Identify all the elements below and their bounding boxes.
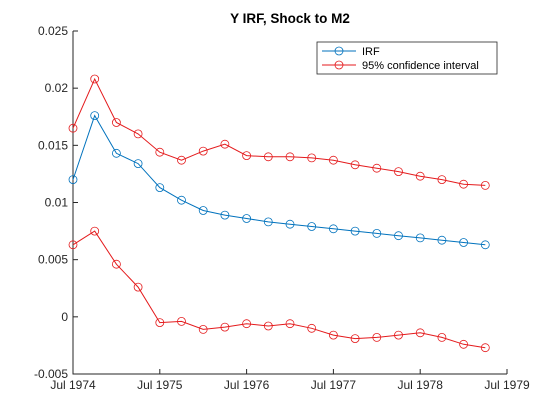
x-tick-label: Jul 1979: [484, 378, 530, 392]
data-point: [307, 153, 317, 163]
data-point: [415, 233, 425, 243]
data-point: [177, 195, 186, 205]
data-point: [480, 343, 490, 353]
data-point: [112, 148, 121, 158]
x-tick-label: Jul 1975: [137, 378, 183, 392]
legend: IRF 95% confidence interval: [316, 41, 498, 75]
data-point: [263, 217, 273, 227]
data-point: [263, 152, 273, 162]
y-tick-label: 0.01: [45, 196, 69, 210]
legend-entry: 95% confidence interval: [322, 60, 479, 72]
series-ci-upper: [68, 74, 490, 190]
axes: -0.005 0 0.005 0.01 0.015 0.02 0.025 Jul 1974 Ju…: [34, 24, 530, 392]
data-point: [177, 316, 186, 326]
y-tick-label: 0.015: [38, 138, 68, 152]
data-point: [220, 139, 230, 149]
data-point: [459, 238, 469, 247]
data-point: [437, 235, 447, 245]
data-point: [133, 159, 143, 169]
series-ci-lower: [68, 226, 490, 353]
series-group: [68, 74, 490, 353]
data-point: [155, 147, 165, 157]
legend-swatch-marker: [334, 46, 344, 56]
data-point: [220, 210, 230, 220]
data-point: [90, 74, 100, 84]
data-point: [459, 179, 469, 189]
data-point: [68, 123, 78, 133]
legend-label: IRF: [362, 46, 380, 58]
data-point: [394, 231, 403, 241]
data-point: [68, 175, 78, 185]
x-tick-label: Jul 1978: [398, 378, 444, 392]
data-point: [394, 330, 403, 340]
data-point: [372, 332, 382, 342]
data-point: [307, 323, 317, 333]
data-point: [242, 319, 252, 329]
data-point: [437, 332, 447, 342]
y-tick-label: -0.005: [34, 367, 68, 381]
data-point: [328, 330, 338, 340]
data-point: [90, 226, 100, 236]
data-point: [198, 206, 208, 215]
data-point: [285, 219, 295, 229]
data-point: [437, 175, 447, 185]
data-point: [285, 152, 295, 162]
data-point: [372, 163, 382, 173]
data-point: [242, 151, 252, 161]
data-point: [328, 155, 338, 165]
legend-box: [316, 41, 498, 75]
data-point: [415, 328, 425, 338]
data-point: [177, 155, 186, 165]
legend-label: 95% confidence interval: [362, 60, 479, 72]
x-tick-label: Jul 1976: [224, 378, 270, 392]
data-point: [480, 180, 490, 190]
data-point: [350, 226, 360, 236]
y-tick-label: 0.025: [38, 24, 68, 38]
legend-entry: IRF: [322, 46, 380, 58]
data-point: [328, 224, 338, 234]
data-point: [350, 160, 360, 170]
x-tick-label: Jul 1974: [50, 378, 96, 392]
data-point: [394, 167, 403, 177]
chart-title: Y IRF, Shock to M2: [230, 11, 350, 26]
data-point: [155, 183, 165, 193]
y-tick-label: 0: [61, 310, 68, 324]
data-point: [480, 240, 490, 250]
series-irf: [68, 111, 490, 250]
legend-swatch-marker: [334, 60, 344, 70]
plot-area: [73, 31, 507, 374]
data-point: [459, 339, 469, 349]
data-point: [112, 118, 121, 127]
data-point: [307, 222, 317, 231]
data-point: [198, 324, 208, 334]
x-tick-label: Jul 1977: [311, 378, 357, 392]
data-point: [263, 321, 273, 331]
data-point: [242, 214, 252, 223]
data-point: [112, 259, 121, 269]
data-point: [350, 334, 360, 344]
data-point: [220, 322, 230, 332]
data-point: [133, 282, 143, 292]
data-point: [68, 240, 78, 250]
data-point: [415, 171, 425, 181]
data-point: [133, 129, 143, 139]
y-tick-label: 0.005: [38, 253, 68, 267]
data-point: [90, 111, 100, 120]
data-point: [372, 228, 382, 238]
data-point: [155, 318, 165, 328]
y-tick-label: 0.02: [45, 81, 69, 95]
data-point: [285, 319, 295, 329]
data-point: [198, 146, 208, 156]
